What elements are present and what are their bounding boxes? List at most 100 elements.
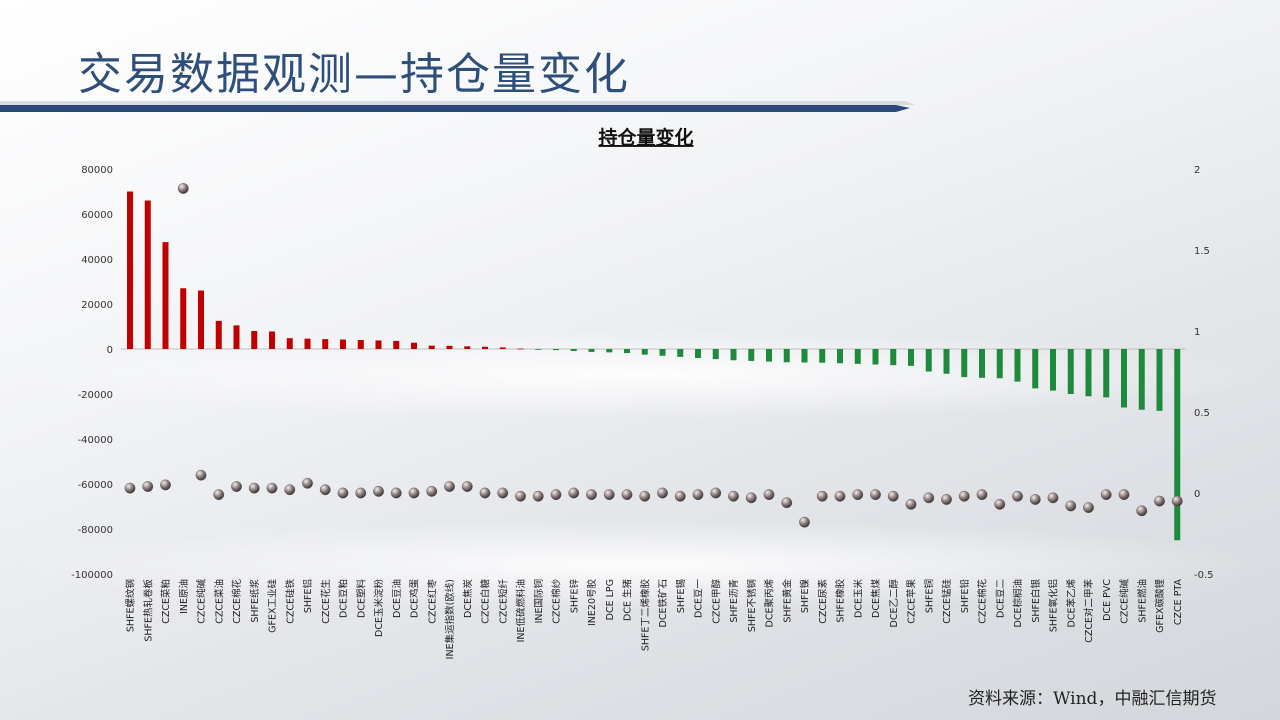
data-point (319, 484, 331, 496)
bar (340, 339, 346, 349)
bar (357, 340, 364, 349)
bar (1174, 349, 1181, 541)
bar (553, 349, 559, 351)
bar (162, 242, 169, 349)
data-point (142, 481, 154, 492)
x-axis-labels: SHFE螺纹钢 SHFE热轧卷板 CZCE菜粕 INE原油 CZCE纯碱 CZCE菜油 CZ… (125, 579, 1184, 660)
data-point (266, 482, 278, 494)
bar-series (127, 191, 1181, 541)
data-point (905, 498, 917, 510)
x-axis-tick-label: CZCE短纤 (497, 579, 509, 624)
x-axis-tick-label: DCE塑料 (355, 579, 367, 618)
bar (766, 349, 772, 362)
data-point (692, 489, 704, 501)
dot-series (124, 183, 1183, 528)
bar (659, 349, 666, 356)
x-axis-tick-label: CZCE棉纱 (551, 579, 563, 624)
x-axis-tick-label: SHFE热轧卷板 (142, 579, 154, 642)
x-axis-tick-label: CZCE硅铁 (284, 579, 296, 624)
source-note: 资料来源：Wind，中融汇信期货 (968, 689, 1217, 709)
data-point (799, 516, 810, 528)
x-axis-tick-label: DCE玉米淀粉 (373, 579, 385, 637)
data-point (710, 487, 722, 499)
data-point (408, 487, 420, 499)
bar (979, 349, 985, 378)
left-axis-tick-label: 80000 (81, 165, 113, 176)
bar (837, 349, 843, 364)
bar (180, 288, 187, 349)
data-point (1065, 500, 1077, 512)
left-axis-tick-label: 20000 (81, 300, 113, 311)
bar (819, 349, 826, 363)
bar (269, 331, 275, 349)
left-axis-tick-label: -80000 (78, 525, 113, 536)
data-point (639, 490, 651, 502)
x-axis-tick-label: CZCE菜粕 (160, 579, 172, 624)
x-axis-tick-label: INE低硫燃料油 (515, 579, 527, 642)
bar (322, 339, 329, 349)
left-axis-tick-label: -100000 (71, 570, 113, 581)
x-axis-tick-label: INE国际铜 (533, 579, 545, 623)
bar (428, 345, 435, 349)
data-point (337, 487, 349, 499)
data-point (195, 469, 207, 481)
bar (1103, 349, 1110, 398)
data-point (461, 481, 473, 492)
data-point (444, 481, 455, 492)
data-point (834, 490, 846, 502)
data-point (621, 489, 633, 501)
data-point (248, 482, 260, 494)
bar (446, 345, 453, 349)
x-axis-tick-label: SHFE丁二烯橡胶 (639, 579, 651, 652)
data-point (1029, 494, 1041, 505)
x-axis-tick-label: CZCE锰硅 (941, 579, 953, 624)
bar (925, 349, 932, 372)
left-axis: 80000 60000 40000 20000 0 -20000 -40000 -60000 -… (71, 165, 113, 581)
data-point (497, 487, 509, 499)
x-axis-tick-label: INE原油 (178, 579, 190, 614)
bar (570, 349, 577, 352)
data-point (532, 490, 544, 502)
x-axis-tick-label: DCE PVC (1102, 579, 1113, 621)
bar (286, 338, 293, 349)
bar (535, 349, 542, 350)
left-axis-tick-label: 0 (107, 345, 113, 356)
data-point (213, 489, 225, 501)
x-axis-tick-label: GFEX工业硅 (267, 579, 279, 633)
bar (801, 349, 808, 363)
data-point (852, 489, 864, 501)
x-axis-tick-label: DCE豆二 (995, 579, 1006, 618)
left-axis-tick-label: -20000 (78, 390, 113, 401)
data-point (284, 484, 296, 496)
bar (943, 349, 950, 374)
bar (624, 349, 630, 354)
bar (144, 200, 151, 349)
x-axis-tick-label: SHFE白银 (1030, 579, 1042, 623)
data-point (745, 492, 757, 504)
data-point (674, 490, 686, 502)
x-axis-tick-label: SHFE黄金 (781, 579, 793, 623)
right-axis-tick-label: 0.5 (1194, 408, 1210, 419)
x-axis-tick-label: INE集运指数(欧线) (444, 579, 456, 659)
x-axis-tick-label: CZCE苹果 (906, 579, 918, 624)
right-axis-tick-label: 1.5 (1194, 246, 1210, 257)
data-point (479, 487, 491, 499)
x-axis-tick-label: CZCE纯碱 (196, 579, 208, 624)
x-axis-tick-label: CZCE PTA (1173, 579, 1184, 626)
bar (1067, 349, 1074, 394)
x-axis-tick-label: GFEX碳酸锂 (1154, 579, 1166, 633)
data-point (994, 498, 1006, 510)
x-axis-tick-label: SHFE沥青 (728, 579, 740, 623)
x-axis-tick-label: DCE铁矿石 (657, 579, 669, 627)
data-point (781, 497, 793, 509)
bar (730, 349, 737, 361)
bar (890, 349, 897, 366)
bar (854, 349, 861, 364)
x-axis-tick-label: SHFE镍 (799, 579, 811, 614)
x-axis-tick-label: DCE玉米 (852, 579, 864, 618)
x-axis-tick-label: CZCE对二甲苯 (1083, 579, 1095, 643)
chart-title: 持仓量变化 (598, 126, 693, 149)
data-point (373, 485, 384, 497)
bar (1156, 349, 1163, 411)
